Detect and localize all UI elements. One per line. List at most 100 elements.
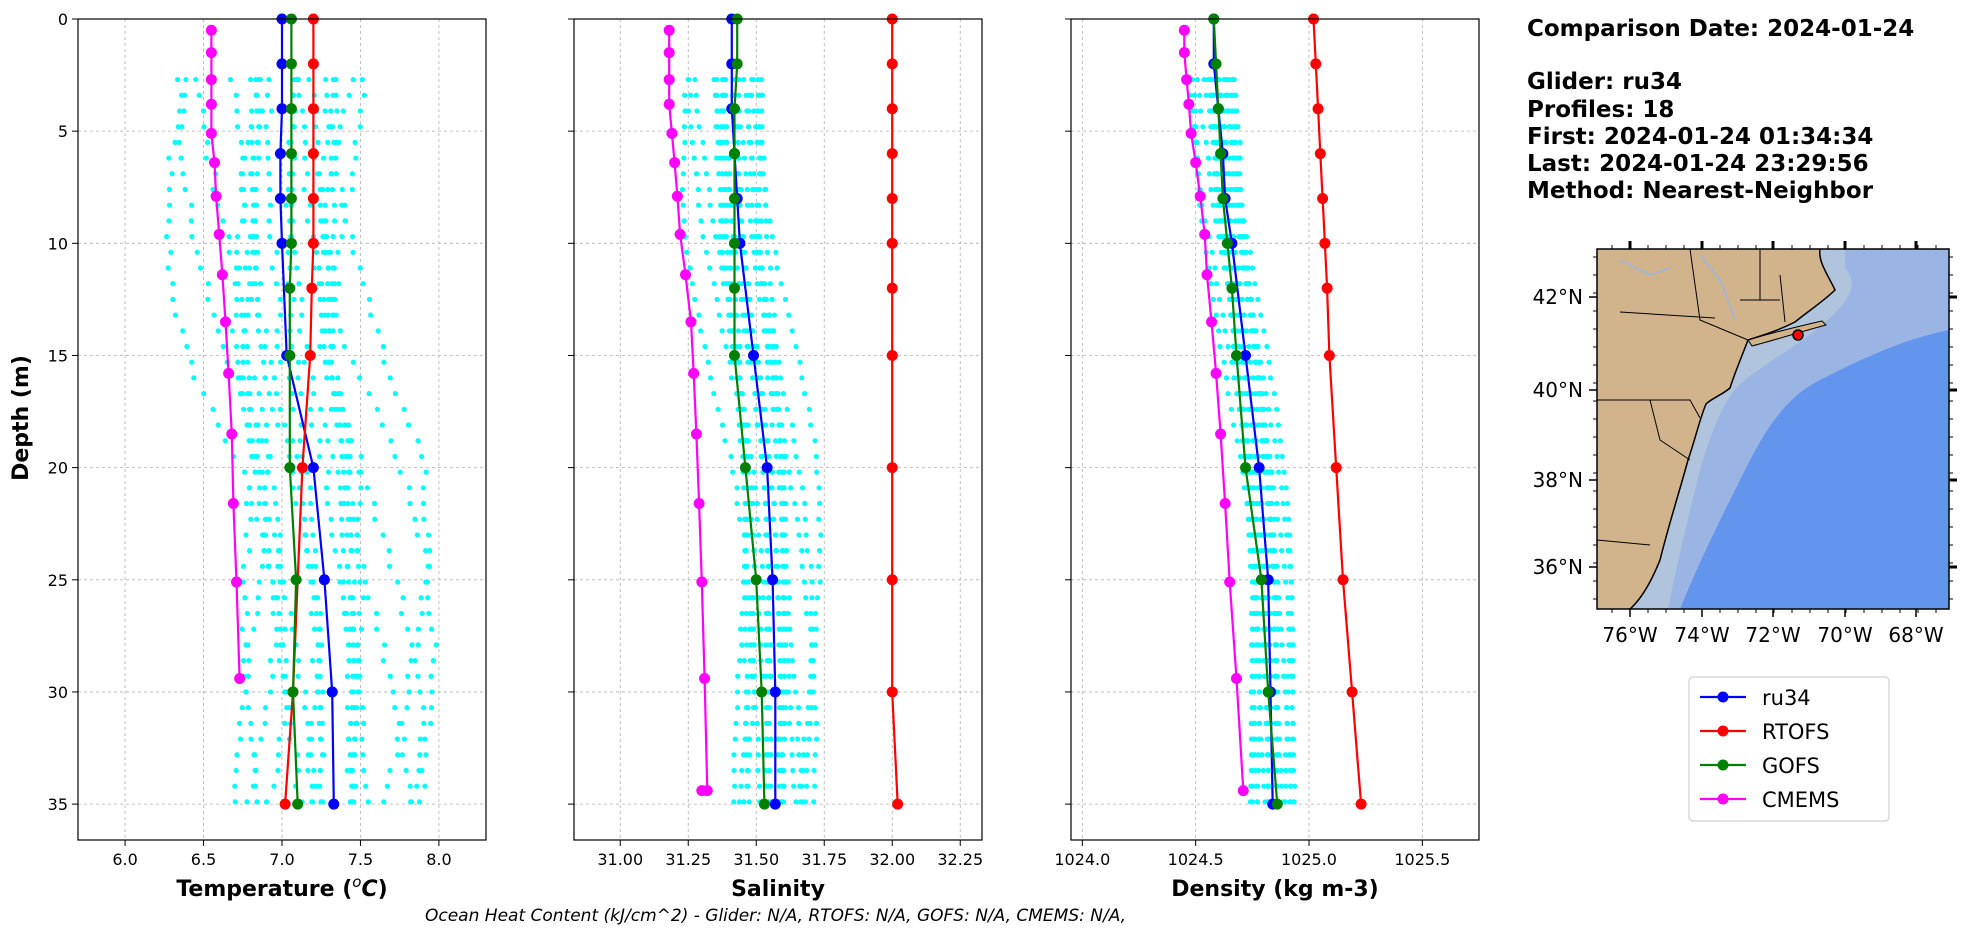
glider-point	[772, 438, 779, 444]
glider-point	[724, 124, 730, 130]
glider-point	[736, 799, 743, 805]
glider-point	[716, 171, 722, 177]
glider-point	[781, 736, 788, 742]
glider-point	[707, 265, 713, 271]
glider-point	[739, 281, 745, 287]
glider-point	[277, 579, 283, 585]
glider-point	[1284, 736, 1290, 742]
glider-point	[1237, 281, 1243, 287]
glider-point	[1251, 720, 1258, 726]
glider-point	[266, 548, 272, 554]
glider-point	[266, 391, 272, 397]
glider-point	[311, 626, 318, 632]
gofs-density-point	[1215, 148, 1227, 160]
glider-point	[743, 610, 749, 617]
glider-point	[744, 328, 750, 334]
glider-point	[254, 453, 261, 460]
glider-point	[693, 171, 700, 177]
glider-point	[1283, 767, 1289, 774]
legend-marker	[1717, 691, 1729, 703]
rtofs-salinity-line	[891, 19, 899, 805]
rtofs-salinity-point	[886, 686, 898, 698]
glider-point	[234, 296, 240, 302]
glider-point	[238, 139, 245, 145]
glider-point	[254, 171, 260, 177]
map-lon-label: 72°W	[1745, 623, 1800, 647]
glider-point	[1261, 422, 1267, 428]
glider-point	[276, 657, 282, 664]
glider-point	[1251, 485, 1257, 491]
cmems-salinity-point	[663, 47, 675, 59]
glider-point	[1286, 642, 1292, 648]
glider-point	[760, 595, 766, 601]
glider-point	[766, 689, 772, 695]
glider-point	[415, 673, 421, 679]
glider-point	[301, 124, 308, 130]
glider-point	[297, 438, 303, 444]
glider-point	[384, 783, 390, 789]
glider-point	[343, 610, 350, 617]
glider-point	[420, 485, 427, 491]
glider-point	[761, 155, 767, 161]
glider-point	[759, 391, 766, 397]
glider-point	[315, 139, 321, 145]
glider-point	[285, 186, 291, 193]
glider-point	[1275, 579, 1281, 585]
glider-point	[322, 108, 328, 114]
glider-point	[752, 233, 758, 240]
glider-point	[301, 359, 307, 365]
glider-point	[423, 469, 429, 475]
glider-point	[755, 736, 761, 742]
glider-point	[354, 705, 360, 711]
glider-point	[428, 673, 434, 679]
glider-point	[763, 218, 769, 224]
glider-point	[741, 406, 747, 412]
glider-point	[1289, 705, 1295, 711]
glider-point	[726, 296, 732, 302]
glider-point	[752, 218, 759, 224]
glider-point	[337, 328, 343, 334]
glider-point	[771, 312, 777, 318]
glider-point	[417, 736, 423, 742]
glider-point	[286, 139, 292, 145]
glider-point	[787, 705, 794, 711]
glider-point	[700, 139, 706, 145]
glider-point	[358, 485, 364, 491]
glider-point	[262, 375, 268, 381]
glider-point	[277, 312, 284, 318]
glider-point	[253, 767, 259, 774]
glider-point	[304, 343, 310, 350]
glider-point	[247, 76, 254, 83]
glider-point	[335, 375, 341, 381]
glider-point	[763, 516, 769, 522]
glider-point	[313, 563, 319, 569]
glider-point	[766, 752, 772, 758]
glider-point	[320, 799, 326, 805]
glider-point	[761, 485, 767, 491]
glider-point	[717, 202, 724, 208]
glider-point	[745, 422, 751, 428]
glider-point	[752, 689, 758, 695]
glider-point	[281, 422, 288, 428]
glider-point	[170, 296, 176, 302]
ru34-density-point	[1240, 349, 1252, 361]
cmems-salinity-point	[699, 672, 711, 684]
glider-point	[307, 202, 314, 208]
glider-point	[353, 155, 359, 161]
glider-point	[205, 296, 211, 302]
glider-point	[1276, 610, 1283, 617]
glider-point	[795, 736, 801, 742]
glider-point	[1230, 139, 1237, 145]
glider-point	[742, 720, 749, 726]
glider-point	[281, 595, 288, 601]
glider-point	[350, 500, 356, 507]
legend: ru34 RTOFS GOFS CMEMS	[1688, 676, 1890, 822]
glider-point	[733, 720, 739, 726]
glider-point	[361, 92, 367, 98]
glider-point	[1282, 752, 1289, 758]
glider-point	[374, 406, 380, 412]
glider-point	[1248, 328, 1254, 334]
gofs-density-line	[1212, 18, 1279, 805]
glider-point	[789, 422, 796, 428]
glider-point	[759, 265, 765, 271]
